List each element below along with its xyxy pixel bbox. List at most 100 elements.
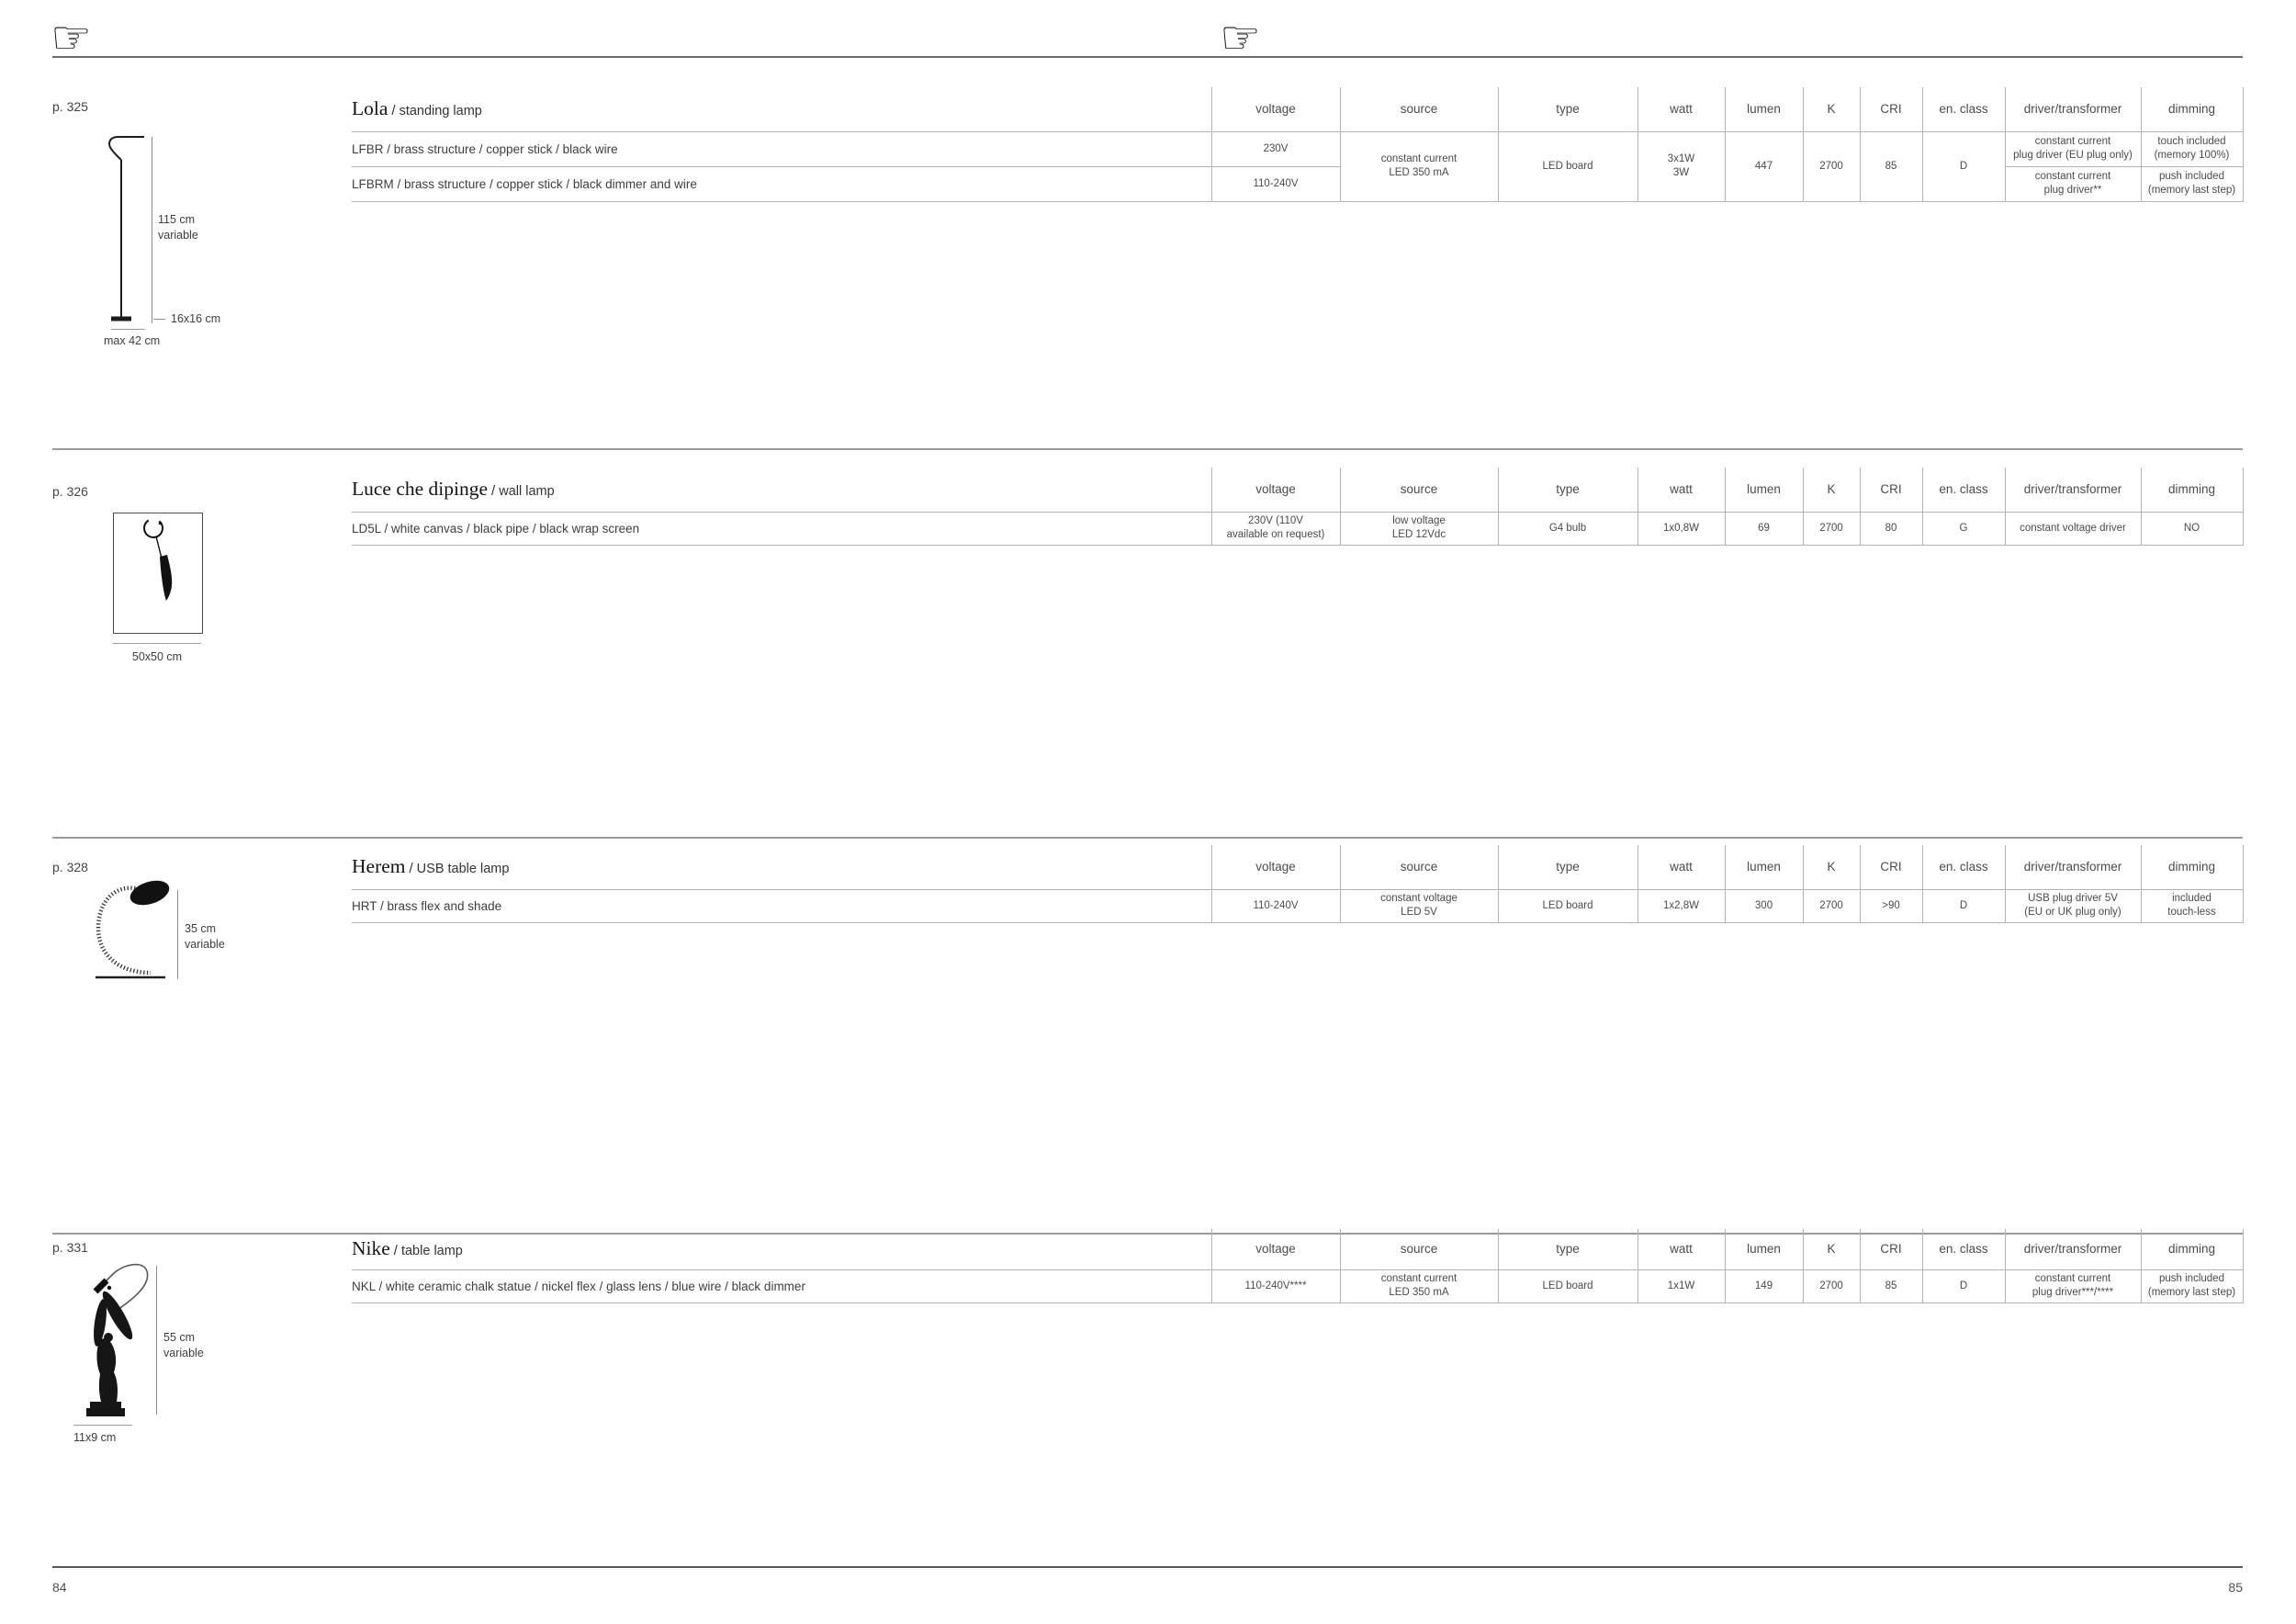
dimension-label-base: 11x9 cm (73, 1431, 117, 1444)
kelvin-cell: 2700 (1802, 131, 1860, 202)
page-number-right: 85 (2228, 1580, 2243, 1595)
dimension-dash (153, 319, 165, 320)
product-name: Luce che dipinge (352, 478, 489, 501)
product-category: standing lamp (399, 104, 482, 119)
column-header-type: type (1497, 87, 1638, 132)
table-row: LFBR / brass structure / copper stick / … (352, 131, 2244, 202)
column-header-dimming: dimming (2140, 845, 2244, 890)
product-title: Lola / standing lamp (352, 87, 1211, 132)
product-category: wall lamp (499, 484, 555, 500)
top-rule (52, 56, 2243, 58)
nike-statue-drawing (86, 1263, 149, 1416)
cri-cell: 85 (1859, 131, 1922, 202)
watt-cell: 3x1W 3W (1637, 131, 1725, 202)
column-header-lumen: lumen (1724, 87, 1803, 132)
dimming-cell: touch included (memory 100%) (2140, 131, 2244, 167)
column-header-dimming: dimming (2140, 87, 2244, 132)
column-header-cri: CRI (1859, 845, 1922, 890)
column-header-en-class: en. class (1921, 845, 2005, 890)
column-header-type: type (1497, 845, 1638, 890)
spec-table-luce: Luce che dipinge / wall lamp voltage sourc… (352, 468, 2244, 546)
page-number-left: 84 (52, 1580, 67, 1595)
voltage-cell: 230V (1210, 131, 1340, 167)
dimming-cell: push included (memory last step) (2140, 1269, 2244, 1303)
dimension-label-height: 35 cm (185, 922, 217, 935)
source-cell: constant current LED 350 mA (1339, 131, 1498, 202)
cri-cell: 85 (1859, 1269, 1922, 1303)
dimension-label-height: 55 cm (163, 1331, 196, 1344)
column-header-voltage: voltage (1210, 845, 1340, 890)
voltage-cell: 110-240V (1210, 889, 1340, 923)
column-header-cri: CRI (1859, 1229, 1922, 1270)
base-underline (113, 643, 201, 644)
column-header-type: type (1497, 1229, 1638, 1270)
driver-cell: constant current plug driver (EU plug on… (2004, 131, 2141, 167)
dimension-label-head: 16x16 cm (171, 312, 221, 325)
column-header-k: K (1802, 845, 1860, 890)
product-category: table lamp (400, 1244, 463, 1259)
watt-cell: 1x1W (1637, 1269, 1725, 1303)
brush-line-drawing (143, 518, 173, 601)
dimming-cell: NO (2140, 512, 2244, 546)
dimming-cell: included touch-less (2140, 889, 2244, 923)
page-ref: p. 325 (52, 99, 88, 114)
page-ref: p. 328 (52, 860, 88, 874)
column-header-watt: watt (1637, 87, 1725, 132)
column-header-driver: driver/transformer (2004, 845, 2141, 890)
driver-cell: constant current plug driver***/**** (2004, 1269, 2141, 1303)
product-name: Nike (352, 1237, 390, 1260)
column-header-dimming: dimming (2140, 1229, 2244, 1270)
en-class-cell: G (1921, 512, 2005, 546)
product-title: Nike / table lamp (352, 1229, 1211, 1270)
column-header-source: source (1339, 87, 1498, 132)
dimension-label-base: max 42 cm (104, 334, 161, 347)
dimension-line (156, 1266, 157, 1415)
source-cell: constant current LED 350 mA (1339, 1269, 1498, 1303)
spec-table-nike: Nike / table lamp voltage source type watt… (352, 1229, 2244, 1303)
kelvin-cell: 2700 (1802, 889, 1860, 923)
column-header-lumen: lumen (1724, 845, 1803, 890)
model-cell: LFBR / brass structure / copper stick / … (352, 131, 1211, 167)
section-divider (52, 837, 2243, 839)
column-header-en-class: en. class (1921, 87, 2005, 132)
column-header-en-class: en. class (1921, 468, 2005, 513)
manicule-icon: ☞ (51, 11, 92, 64)
lumen-cell: 447 (1724, 131, 1803, 202)
type-cell: LED board (1497, 131, 1638, 202)
model-cell: HRT / brass flex and shade (352, 889, 1211, 923)
page-ref: p. 326 (52, 484, 88, 499)
watt-cell: 1x0,8W (1637, 512, 1725, 546)
title-separator: / (409, 861, 413, 877)
voltage-cell: 110-240V**** (1210, 1269, 1340, 1303)
product-title: Herem / USB table lamp (352, 845, 1211, 890)
dimension-label-height: 115 cm (158, 213, 196, 226)
voltage-cell: 110-240V (1210, 166, 1340, 202)
lumen-cell: 69 (1724, 512, 1803, 546)
driver-cell: constant voltage driver (2004, 512, 2141, 546)
column-header-driver: driver/transformer (2004, 468, 2141, 513)
model-cell: LD5L / white canvas / black pipe / black… (352, 512, 1211, 546)
title-separator: / (491, 483, 496, 500)
column-header-watt: watt (1637, 1229, 1725, 1270)
column-header-k: K (1802, 87, 1860, 132)
column-header-lumen: lumen (1724, 468, 1803, 513)
driver-cell: constant current plug driver** (2004, 166, 2141, 202)
column-header-en-class: en. class (1921, 1229, 2005, 1270)
column-header-source: source (1339, 468, 1498, 513)
table-row: LFBRM / brass structure / copper stick /… (352, 166, 2244, 202)
watt-cell: 1x2,8W (1637, 889, 1725, 923)
column-header-source: source (1339, 845, 1498, 890)
lola-line-drawing (108, 136, 144, 321)
kelvin-cell: 2700 (1802, 1269, 1860, 1303)
spec-table-lola: Lola / standing lamp voltage source type w… (352, 87, 2244, 202)
column-header-cri: CRI (1859, 468, 1922, 513)
spec-table-herem: Herem / USB table lamp voltage source type… (352, 845, 2244, 923)
footer-rule (52, 1566, 2243, 1568)
column-header-type: type (1497, 468, 1638, 513)
en-class-cell: D (1921, 889, 2005, 923)
dimming-cell: push included (memory last step) (2140, 166, 2244, 202)
en-class-cell: D (1921, 1269, 2005, 1303)
type-cell: LED board (1497, 889, 1638, 923)
en-class-cell: D (1921, 131, 2005, 202)
